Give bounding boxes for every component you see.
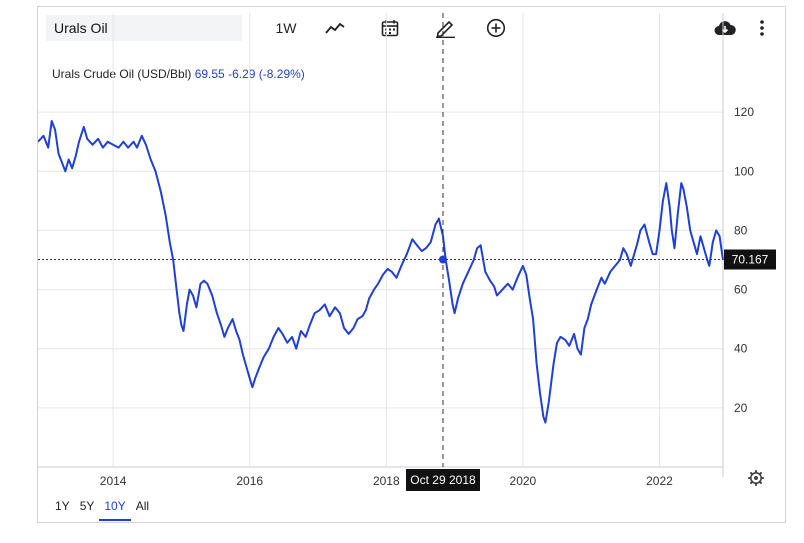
y-tick-label: 20 [734,401,748,415]
series-line [38,120,724,424]
y-tick-label: 120 [734,105,754,119]
series-legend: Urals Crude Oil (USD/Bbl) 69.55 -6.29 (-… [52,67,305,81]
price-chart[interactable]: 20 40 60 80 100 120 2014 2016 2018 2020 2022 70.1… [38,7,785,522]
crosshair-price-label-bg [724,249,776,270]
pencil-icon[interactable] [432,16,458,40]
x-tick-label: 2022 [646,474,673,488]
legend-value: 69.55 [194,67,225,81]
range-10y[interactable]: 10Y [99,497,131,521]
interval-button[interactable]: 1W [275,20,297,36]
y-tick-label: 40 [734,342,748,356]
crosshair: 70.167 Oct 29 2018 [38,13,776,491]
crosshair-date-label: Oct 29 2018 [410,473,476,487]
settings-gear-icon[interactable] [748,470,764,486]
range-all[interactable]: All [135,499,150,513]
y-tick-label: 60 [734,283,748,297]
legend-series-name: Urals Crude Oil (USD/Bbl) [52,67,192,81]
x-tick-label: 2020 [510,474,537,488]
crosshair-point [438,255,447,264]
range-1y[interactable]: 1Y [55,499,70,513]
crosshair-price-label: 70.167 [732,253,769,267]
x-tick-label: 2014 [100,474,127,488]
symbol-search-input[interactable]: Urals Oil [46,15,242,41]
line-chart-icon[interactable] [322,16,348,40]
x-axis: 2014 2016 2018 2020 2022 [100,474,673,488]
chart-widget: Urals Oil 1W Urals Crude Oil (USD/Bbl) 6… [37,6,786,523]
more-vertical-icon[interactable] [754,16,770,40]
add-circle-icon[interactable] [483,16,509,40]
legend-change: -6.29 (-8.29%) [228,67,305,81]
range-5y[interactable]: 5Y [79,499,95,513]
toolbar: Urals Oil 1W [38,7,785,49]
y-tick-label: 80 [734,223,748,237]
range-selector: 1Y 5Y 10Y All [50,497,154,521]
y-tick-label: 100 [734,164,754,178]
y-axis: 20 40 60 80 100 120 [734,105,754,415]
crosshair-date-label-bg [405,469,480,491]
x-tick-label: 2016 [236,474,263,488]
chart-grid [38,13,724,477]
x-tick-label: 2018 [373,474,400,488]
